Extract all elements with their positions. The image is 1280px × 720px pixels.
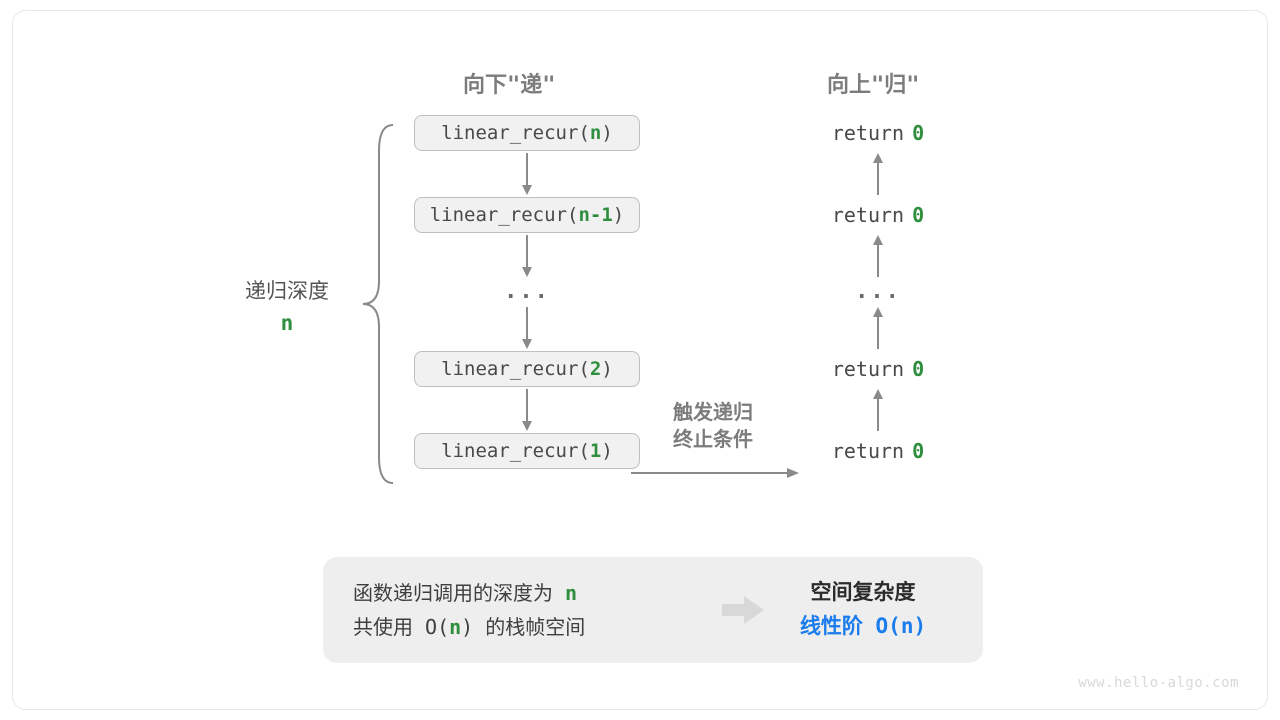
- brace-icon: [357, 121, 397, 487]
- arrow-up-icon: [803, 305, 953, 351]
- summary-right: 空间复杂度 线性阶 O(n): [773, 576, 953, 643]
- arrow-down-icon: [407, 305, 647, 351]
- arrow-down-icon: [407, 387, 647, 433]
- return-row: return0: [803, 433, 953, 469]
- thick-arrow-icon: [713, 592, 773, 628]
- ellipsis: ...: [407, 279, 647, 305]
- arrow-down-icon: [407, 233, 647, 279]
- diagram-frame: 向下"递" 向上"归" linear_recur(n) linear_recur…: [12, 10, 1268, 710]
- return-row: return0: [803, 197, 953, 233]
- summary-box: 函数递归调用的深度为 n 共使用 O(n) 的栈帧空间 空间复杂度 线性阶 O(…: [323, 557, 983, 663]
- header-down: 向下"递": [463, 67, 556, 99]
- summary-left: 函数递归调用的深度为 n 共使用 O(n) 的栈帧空间: [353, 576, 713, 644]
- arrow-right-icon: [629, 463, 801, 483]
- header-up: 向上"归": [827, 67, 920, 99]
- column-return-up: return0 return0 ... return0 return0: [803, 115, 953, 469]
- arrow-down-icon: [407, 151, 647, 197]
- call-node-2: linear_recur(2): [414, 351, 640, 387]
- arrow-up-icon: [803, 151, 953, 197]
- watermark: www.hello-algo.com: [1078, 675, 1239, 691]
- column-recurse-down: linear_recur(n) linear_recur(n-1) ... li…: [407, 115, 647, 469]
- ellipsis: ...: [803, 279, 953, 305]
- arrow-up-icon: [803, 387, 953, 433]
- arrow-up-icon: [803, 233, 953, 279]
- return-row: return0: [803, 351, 953, 387]
- trigger-label: 触发递归 终止条件: [673, 399, 753, 453]
- return-row: return0: [803, 115, 953, 151]
- call-node-n: linear_recur(n): [414, 115, 640, 151]
- depth-label: 递归深度 n: [227, 275, 347, 335]
- call-node-1: linear_recur(1): [414, 433, 640, 469]
- call-node-n-1: linear_recur(n-1): [414, 197, 640, 233]
